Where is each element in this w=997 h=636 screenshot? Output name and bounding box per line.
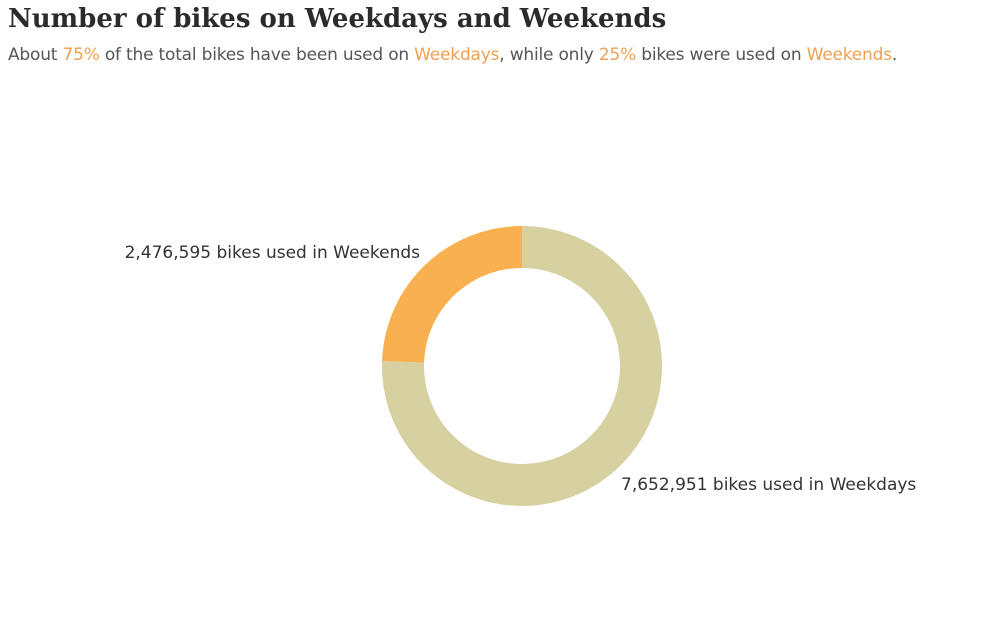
- chart-title: Number of bikes on Weekdays and Weekends: [8, 4, 667, 34]
- subtitle-text: of the total bikes have been used on: [99, 45, 415, 65]
- subtitle-weekends-keyword: Weekends: [806, 45, 892, 65]
- subtitle-text: , while only: [499, 45, 599, 65]
- subtitle-weekdays-keyword: Weekdays: [414, 45, 500, 65]
- subtitle-weekend-percent: 25%: [598, 45, 637, 65]
- slice-label-weekdays: 7,652,951 bikes used in Weekdays: [621, 475, 916, 495]
- subtitle-weekday-percent: 75%: [62, 45, 100, 65]
- slice-label-weekends: 2,476,595 bikes used in Weekends: [125, 243, 421, 263]
- subtitle-text: bikes were used on: [636, 45, 807, 65]
- subtitle-text: About: [8, 45, 63, 65]
- donut-slice-weekdays[interactable]: [382, 226, 663, 506]
- subtitle-text: .: [891, 45, 898, 65]
- donut-slice-weekends[interactable]: [382, 226, 522, 363]
- chart-subtitle: About 75% of the total bikes have been u…: [8, 45, 897, 65]
